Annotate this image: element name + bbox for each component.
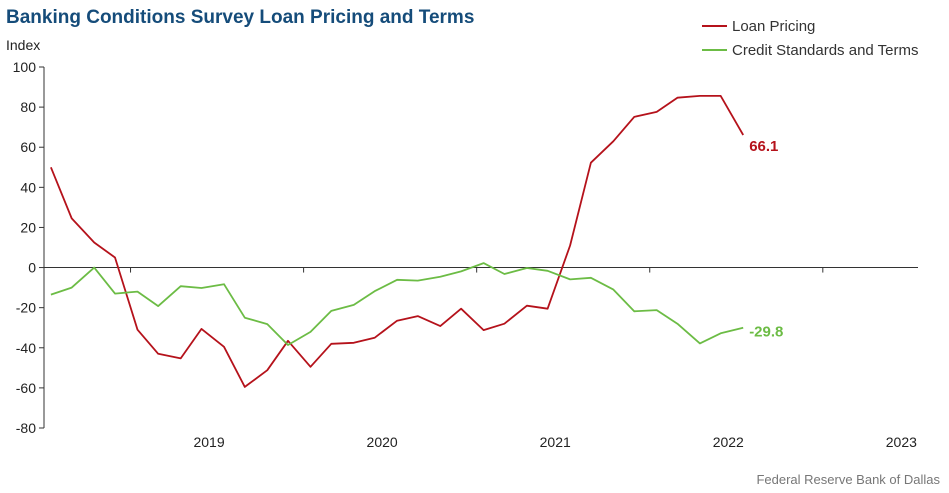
y-tick-label: 40 [20, 179, 36, 195]
y-tick-label: 100 [13, 59, 37, 75]
legend-label-loan-pricing: Loan Pricing [732, 18, 815, 35]
y-tick-label: -20 [16, 300, 36, 316]
y-axis-label: Index [6, 37, 40, 53]
end-label-loan-pricing: 66.1 [749, 138, 778, 155]
y-tick-label: -80 [16, 420, 36, 436]
y-axis: 100 80 60 40 20 0 -20 -40 -60 -80 [13, 59, 45, 436]
end-label-credit-standards-and-terms: -29.8 [749, 324, 783, 341]
y-tick-label: 20 [20, 219, 36, 235]
legend-label-credit-standards: Credit Standards and Terms [732, 42, 918, 59]
x-tick-label: 2021 [540, 434, 571, 450]
x-axis: 2019 2020 2021 2022 2023 [44, 267, 918, 450]
x-tick-label: 2022 [713, 434, 744, 450]
y-tick-label: -60 [16, 380, 36, 396]
x-tick-label: 2019 [193, 434, 224, 450]
x-tick-label: 2020 [367, 434, 398, 450]
series-line-loan-pricing [50, 95, 744, 388]
y-tick-label: 60 [20, 139, 36, 155]
x-tick-label: 2023 [886, 434, 917, 450]
y-tick-label: 80 [20, 99, 36, 115]
legend: Loan Pricing Credit Standards and Terms [702, 18, 918, 59]
y-tick-label: 0 [28, 260, 36, 276]
series-line-credit-standards-and-terms [50, 262, 744, 346]
y-tick-label: -40 [16, 340, 36, 356]
chart-title: Banking Conditions Survey Loan Pricing a… [6, 7, 474, 28]
source-note: Federal Reserve Bank of Dallas [756, 472, 940, 487]
series-layer: 66.1 -29.8 [50, 95, 783, 388]
